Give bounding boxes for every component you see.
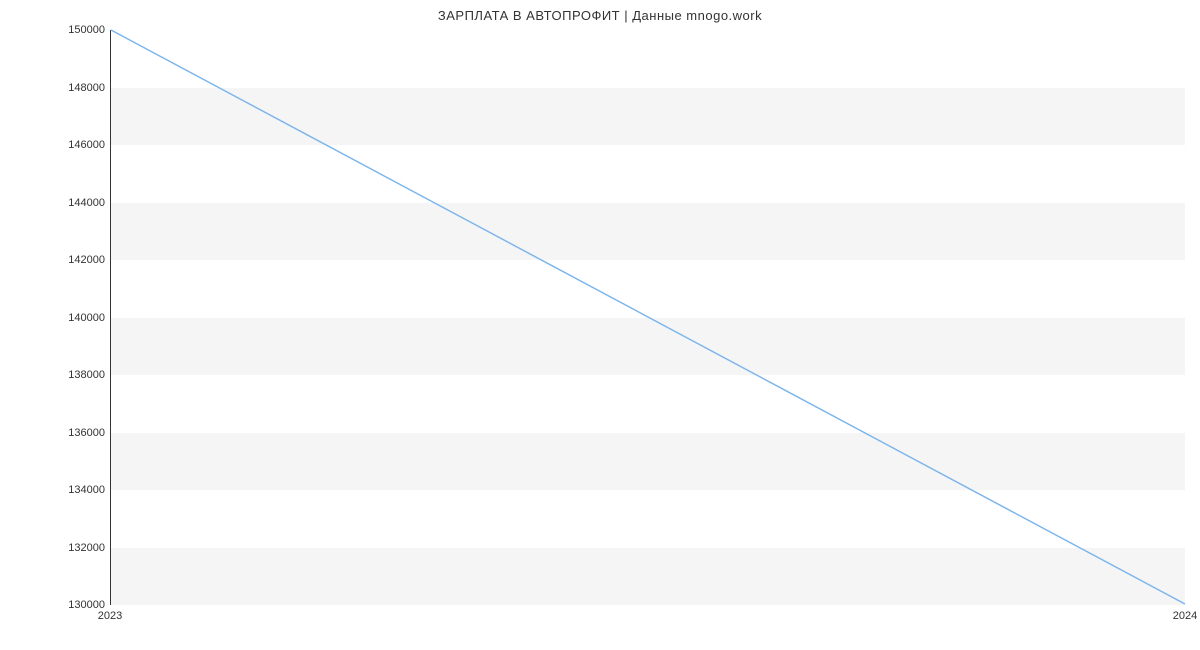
y-tick-label: 140000 <box>68 312 105 324</box>
y-tick-label: 142000 <box>68 254 105 266</box>
y-tick-label: 144000 <box>68 197 105 209</box>
y-tick-label: 136000 <box>68 427 105 439</box>
x-tick-label: 2024 <box>1173 610 1197 622</box>
line-layer <box>111 30 1185 604</box>
y-tick-label: 138000 <box>68 369 105 381</box>
y-tick-label: 134000 <box>68 484 105 496</box>
salary-line-chart: ЗАРПЛАТА В АВТОПРОФИТ | Данные mnogo.wor… <box>0 0 1200 650</box>
chart-title: ЗАРПЛАТА В АВТОПРОФИТ | Данные mnogo.wor… <box>0 8 1200 23</box>
y-tick-label: 132000 <box>68 542 105 554</box>
y-tick-label: 150000 <box>68 24 105 36</box>
series-line-salary <box>111 30 1185 604</box>
plot-area <box>110 30 1185 605</box>
y-tick-label: 148000 <box>68 82 105 94</box>
y-tick-label: 146000 <box>68 139 105 151</box>
x-tick-label: 2023 <box>98 610 122 622</box>
